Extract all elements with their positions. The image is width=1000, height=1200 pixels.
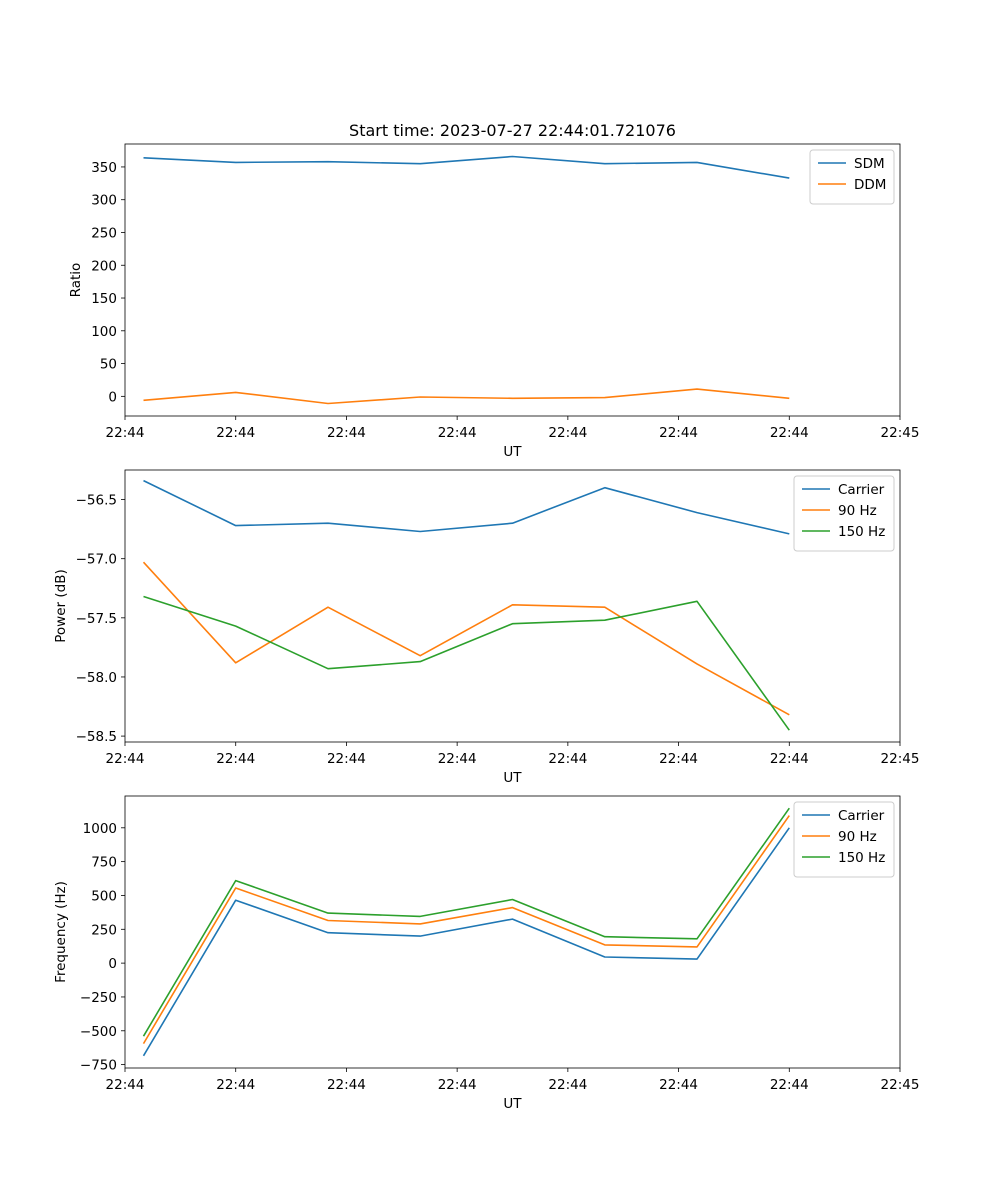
legend-label: 150 Hz [838, 850, 885, 866]
plot-frame [124, 469, 901, 743]
x-tick-label: 22:44 [327, 1077, 366, 1093]
x-tick-label: 22:44 [659, 1077, 698, 1093]
chart-panel-3: −750 −500 −250 0 250 500 750 1000 22:44 22:44 22:4… [53, 795, 920, 1112]
y-tick-label: 350 [91, 160, 117, 176]
legend-box [793, 475, 895, 552]
y-tick-label: 0 [108, 389, 117, 405]
x-tick-label: 22:44 [770, 751, 809, 767]
y-tick-label: 250 [91, 922, 117, 938]
series-line-150-hz [142, 807, 790, 1037]
x-tick-label: 22:44 [770, 1077, 809, 1093]
y-tick-label: 200 [91, 258, 117, 274]
y-tick-label: 100 [91, 324, 117, 340]
x-tick-label: 22:44 [548, 751, 587, 767]
x-tick-label: 22:44 [548, 1077, 587, 1093]
x-axis-label: UT [503, 1096, 522, 1112]
legend: Carrier 90 Hz 150 Hz [793, 801, 895, 878]
plot-frame [124, 143, 901, 417]
x-tick-label: 22:44 [216, 1077, 255, 1093]
y-tick-label: 250 [91, 225, 117, 241]
y-tick-label: 50 [100, 357, 117, 373]
x-axis-label: UT [503, 444, 522, 460]
x-tick-label: 22:45 [881, 1077, 920, 1093]
series-line-sdm [143, 155, 790, 179]
legend-label: 150 Hz [838, 524, 885, 540]
x-tick-label: 22:44 [327, 751, 366, 767]
x-tick-label: 22:44 [659, 425, 698, 441]
series-line-90-hz [142, 815, 790, 1045]
legend-label: Carrier [838, 808, 885, 824]
series-line-90-hz [142, 561, 790, 716]
x-tick-label: 22:44 [106, 1077, 145, 1093]
x-tick-label: 22:44 [106, 751, 145, 767]
series-line-ddm [143, 388, 790, 405]
legend-label: SDM [854, 156, 885, 172]
y-tick-label: 150 [91, 291, 117, 307]
chart-panel-1: Start time: 2023-07-27 22:44:01.721076 0 5… [68, 121, 919, 460]
chart-title: Start time: 2023-07-27 22:44:01.721076 [349, 121, 676, 140]
x-tick-label: 22:45 [881, 751, 920, 767]
y-tick-label: −57.5 [76, 611, 117, 627]
legend: Carrier 90 Hz 150 Hz [793, 475, 895, 552]
series-line-150-hz [143, 595, 790, 731]
y-tick-label: 300 [91, 193, 117, 209]
x-tick-label: 22:44 [770, 425, 809, 441]
legend-label: DDM [854, 177, 886, 193]
y-tick-label: −56.5 [76, 493, 117, 509]
series-line-carrier [142, 827, 790, 1057]
x-tick-label: 22:44 [438, 751, 477, 767]
y-tick-label: −58.0 [76, 670, 117, 686]
legend-box [793, 801, 895, 878]
y-tick-label: −500 [80, 1024, 117, 1040]
legend-label: 90 Hz [838, 503, 877, 519]
x-axis-label: UT [503, 770, 522, 786]
legend: SDM DDM [809, 149, 895, 205]
x-tick-label: 22:44 [327, 425, 366, 441]
x-tick-label: 22:44 [216, 425, 255, 441]
chart-panel-2: −56.5 −57.0 −57.5 −58.0 −58.5 22:44 22:44 22:44… [53, 469, 920, 786]
x-tick-label: 22:44 [659, 751, 698, 767]
y-tick-label: −57.0 [76, 552, 117, 568]
series-line-carrier [143, 479, 790, 535]
x-tick-label: 22:44 [438, 425, 477, 441]
x-tick-label: 22:44 [216, 751, 255, 767]
y-axis-label: Frequency (Hz) [53, 881, 69, 983]
x-tick-label: 22:44 [548, 425, 587, 441]
y-tick-label: −58.5 [76, 729, 117, 745]
y-tick-label: −750 [80, 1058, 117, 1074]
x-tick-label: 22:44 [106, 425, 145, 441]
y-tick-label: −250 [80, 990, 117, 1006]
legend-label: 90 Hz [838, 829, 877, 845]
x-tick-label: 22:45 [881, 425, 920, 441]
legend-label: Carrier [838, 482, 885, 498]
x-tick-label: 22:44 [438, 1077, 477, 1093]
y-axis-label: Power (dB) [53, 569, 69, 642]
y-tick-label: 750 [91, 855, 117, 871]
y-tick-label: 500 [91, 888, 117, 904]
plot-frame [124, 795, 901, 1069]
y-tick-label: 0 [108, 956, 117, 972]
y-tick-label: 1000 [83, 821, 117, 837]
y-axis-label: Ratio [68, 263, 84, 298]
